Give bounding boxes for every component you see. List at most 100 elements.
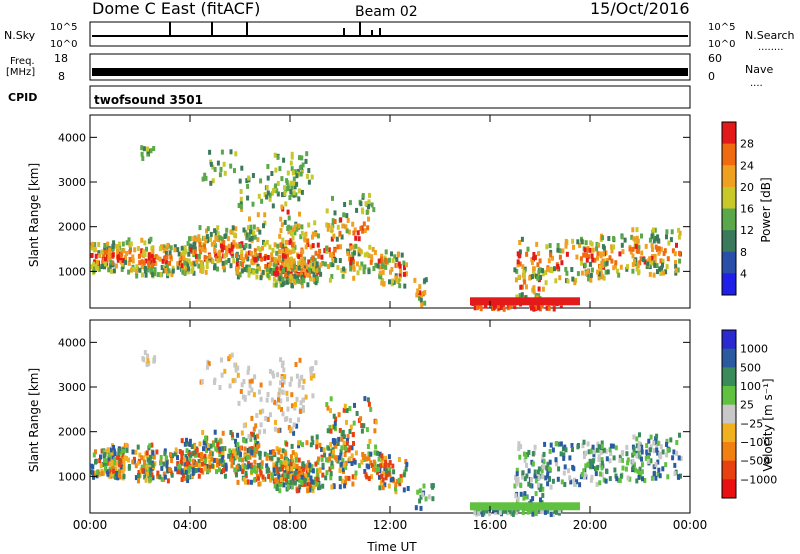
data-cell bbox=[360, 423, 364, 428]
data-cell bbox=[247, 175, 251, 181]
data-cell bbox=[556, 476, 560, 482]
data-cell bbox=[103, 261, 107, 267]
data-cell bbox=[279, 228, 283, 233]
data-cell bbox=[360, 459, 364, 465]
data-cell bbox=[669, 437, 673, 443]
data-cell bbox=[399, 268, 403, 274]
data-cell bbox=[657, 467, 661, 473]
data-cell bbox=[279, 242, 283, 248]
data-cell bbox=[561, 248, 565, 254]
data-cell bbox=[380, 456, 384, 462]
data-cell bbox=[116, 455, 120, 461]
colorbar-segment bbox=[722, 165, 736, 188]
data-cell bbox=[596, 255, 599, 261]
data-cell bbox=[541, 492, 545, 498]
data-cell bbox=[638, 432, 641, 438]
data-cell bbox=[108, 247, 112, 253]
data-cell bbox=[671, 248, 675, 254]
data-cell bbox=[105, 254, 109, 260]
data-cell bbox=[608, 447, 612, 453]
data-cell bbox=[673, 251, 677, 257]
data-cell bbox=[183, 441, 187, 447]
data-cell bbox=[348, 200, 352, 206]
data-cell bbox=[295, 173, 299, 179]
data-cell bbox=[293, 244, 297, 250]
data-cell bbox=[678, 250, 681, 256]
data-cell bbox=[589, 240, 593, 246]
data-cell bbox=[110, 465, 114, 471]
data-cell bbox=[140, 151, 144, 157]
data-cell bbox=[100, 448, 104, 454]
data-cell bbox=[211, 178, 215, 184]
data-cell bbox=[661, 258, 665, 264]
data-cell bbox=[587, 276, 591, 282]
data-cell bbox=[154, 261, 158, 267]
data-cell bbox=[134, 475, 138, 481]
data-cell bbox=[626, 457, 630, 463]
data-cell bbox=[530, 305, 533, 311]
data-cell bbox=[515, 478, 519, 484]
data-cell bbox=[274, 167, 278, 173]
data-cell bbox=[349, 245, 353, 251]
data-cell bbox=[329, 475, 333, 481]
data-cell bbox=[615, 476, 619, 482]
data-cell bbox=[666, 474, 670, 480]
data-cell bbox=[358, 248, 362, 254]
data-cell bbox=[213, 228, 217, 234]
data-cell bbox=[279, 216, 283, 222]
data-cell bbox=[220, 236, 224, 242]
data-cell bbox=[655, 444, 659, 450]
data-cell bbox=[258, 454, 262, 460]
data-cell bbox=[656, 459, 660, 465]
data-cell bbox=[536, 303, 539, 309]
data-cell bbox=[216, 237, 220, 242]
data-cell bbox=[151, 450, 155, 456]
data-cell bbox=[218, 452, 222, 457]
data-cell bbox=[281, 276, 285, 282]
data-cell bbox=[583, 262, 587, 268]
data-cell bbox=[272, 262, 276, 268]
data-cell bbox=[290, 242, 294, 248]
data-cell bbox=[341, 457, 345, 463]
data-cell bbox=[399, 474, 403, 480]
data-cell bbox=[176, 247, 180, 253]
data-cell bbox=[272, 462, 276, 468]
data-cell bbox=[330, 236, 334, 242]
data-cell bbox=[523, 457, 527, 463]
data-cell bbox=[282, 249, 286, 255]
data-cell bbox=[219, 166, 223, 172]
data-cell bbox=[324, 475, 328, 481]
data-cell bbox=[384, 264, 388, 270]
data-cell bbox=[511, 511, 515, 517]
data-cell bbox=[111, 260, 115, 266]
data-cell bbox=[148, 443, 152, 449]
data-cell bbox=[398, 276, 402, 282]
data-cell bbox=[365, 251, 369, 257]
data-cell bbox=[508, 304, 512, 310]
data-cell bbox=[152, 258, 156, 263]
data-cell bbox=[197, 452, 201, 458]
data-cell bbox=[197, 253, 201, 259]
data-cell bbox=[246, 460, 250, 466]
data-cell bbox=[601, 251, 605, 257]
data-cell bbox=[637, 445, 641, 451]
data-cell bbox=[541, 268, 545, 274]
data-cell bbox=[256, 463, 260, 468]
data-cell bbox=[260, 198, 264, 204]
data-cell bbox=[424, 277, 428, 283]
data-cell bbox=[143, 474, 147, 480]
data-cell bbox=[325, 402, 329, 408]
data-cell bbox=[590, 267, 594, 273]
data-cell bbox=[181, 269, 185, 275]
data-cell bbox=[342, 434, 346, 440]
data-cell bbox=[532, 256, 535, 262]
data-cell bbox=[580, 270, 584, 276]
data-cell bbox=[300, 283, 304, 289]
data-cell bbox=[637, 441, 641, 447]
data-cell bbox=[565, 270, 569, 276]
data-cell bbox=[336, 441, 340, 446]
data-cell bbox=[309, 244, 313, 250]
data-cell bbox=[112, 268, 116, 274]
data-cell bbox=[97, 242, 101, 247]
data-cell bbox=[299, 375, 303, 381]
